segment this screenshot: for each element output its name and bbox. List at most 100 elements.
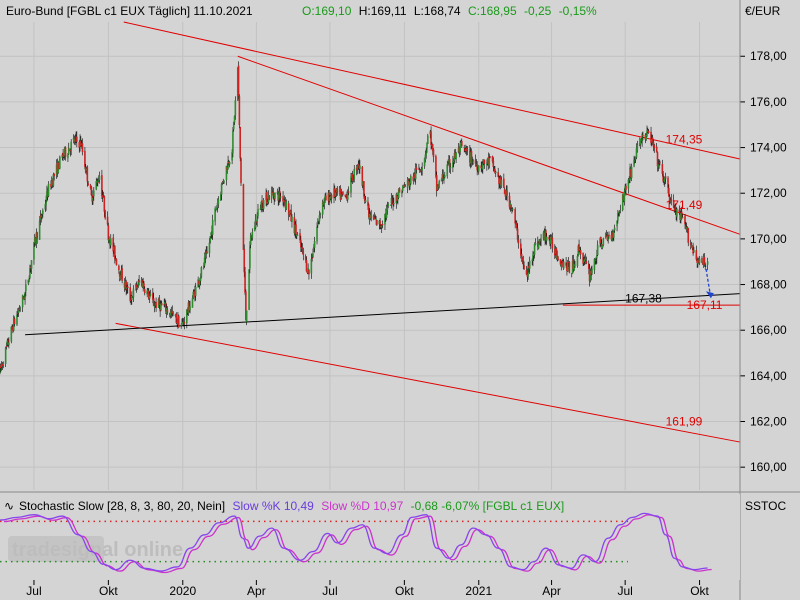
candle-body — [228, 161, 230, 164]
x-tick-label: 2020 — [169, 584, 196, 598]
candle-body — [368, 213, 371, 219]
candle-body — [215, 209, 217, 211]
candle — [220, 182, 223, 201]
candle-body — [435, 175, 438, 191]
candle — [147, 287, 149, 294]
candle-body — [293, 217, 296, 234]
candle — [595, 256, 597, 265]
candle-body — [317, 220, 319, 226]
candle-body — [334, 188, 336, 197]
candle-body — [259, 208, 262, 210]
candle-body — [211, 219, 214, 235]
trendline — [115, 322, 741, 443]
candle-body — [486, 163, 488, 166]
candle — [239, 126, 241, 162]
candle — [616, 220, 618, 232]
candle-body — [644, 134, 647, 140]
candle-body — [114, 258, 117, 260]
candle — [101, 169, 103, 199]
candle — [553, 244, 556, 260]
candle-body — [341, 192, 343, 194]
candle-body — [78, 142, 81, 148]
candle-body — [86, 167, 89, 182]
candle-body — [301, 247, 304, 249]
candle — [469, 145, 471, 167]
candle — [659, 160, 661, 166]
candle-body — [385, 209, 388, 218]
candle — [493, 165, 495, 172]
candle — [262, 202, 264, 213]
candle — [367, 203, 370, 220]
currency-label: €/EUR — [745, 4, 781, 18]
candle-body — [0, 365, 3, 368]
candle — [431, 141, 433, 149]
candle-body — [234, 100, 237, 116]
candle-body — [148, 290, 150, 299]
candle-body — [46, 190, 48, 201]
candle-body — [29, 268, 31, 279]
candle-body — [538, 239, 541, 244]
candle — [228, 161, 231, 168]
candle — [578, 239, 580, 253]
candle-body — [256, 214, 258, 222]
candle — [497, 167, 499, 178]
candle-body — [119, 275, 122, 279]
candle-body — [680, 211, 683, 219]
candle — [107, 222, 110, 244]
candle — [177, 311, 179, 329]
candle — [28, 275, 30, 283]
candle-body — [268, 196, 271, 200]
candle — [181, 317, 184, 325]
candle-body — [260, 201, 263, 210]
candle — [248, 269, 250, 311]
candle — [146, 288, 148, 298]
candle-body — [198, 280, 201, 286]
candle-body — [271, 191, 274, 193]
candle — [211, 225, 213, 239]
candle-body — [430, 131, 432, 146]
candle — [155, 297, 157, 312]
candle — [300, 235, 302, 253]
candle-body — [500, 179, 503, 187]
candle-body — [367, 201, 369, 206]
candle-body — [441, 173, 444, 180]
candle — [233, 115, 236, 125]
candle — [345, 194, 347, 199]
candle-body — [232, 130, 234, 154]
candle — [182, 318, 185, 327]
candle-body — [187, 302, 190, 313]
candle-body — [339, 188, 342, 200]
candle-body — [680, 213, 682, 221]
candle-body — [34, 238, 37, 243]
candle — [329, 191, 332, 201]
candle — [630, 163, 633, 182]
candle-body — [8, 342, 10, 346]
candle — [561, 259, 563, 264]
candle-body — [499, 178, 501, 184]
candle-body — [607, 235, 609, 240]
candle-body — [199, 277, 202, 282]
candle-body — [678, 209, 681, 213]
candle-body — [686, 227, 689, 230]
candle — [584, 253, 587, 265]
candle — [194, 285, 196, 302]
candle-body — [537, 243, 540, 249]
candle — [312, 244, 315, 253]
candle — [199, 273, 202, 286]
candle-body — [557, 256, 559, 261]
candle — [464, 147, 466, 153]
candle — [234, 96, 237, 120]
candle-body — [523, 265, 525, 270]
candle — [573, 259, 576, 271]
candle — [236, 67, 239, 101]
candle — [217, 196, 220, 209]
candle — [567, 256, 570, 268]
candle — [308, 269, 310, 280]
candle-body — [431, 144, 433, 146]
candle-body — [211, 230, 213, 235]
candle — [634, 156, 636, 164]
candle — [126, 284, 128, 294]
candle-body — [511, 208, 513, 210]
candle — [653, 143, 656, 153]
